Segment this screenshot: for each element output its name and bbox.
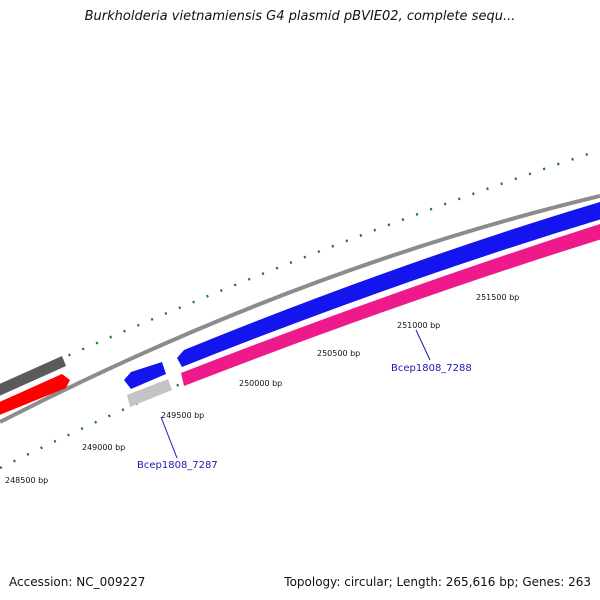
- gene-label-7287[interactable]: Bcep1808_7287: [137, 460, 218, 471]
- coord-label-250500: 250500 bp: [317, 349, 360, 358]
- topology-summary: Topology: circular; Length: 265,616 bp; …: [284, 575, 591, 589]
- magenta-feature: [181, 224, 600, 386]
- gene-label-7288[interactable]: Bcep1808_7288: [391, 363, 472, 374]
- gene-7287-leader-line: [160, 416, 178, 459]
- coord-label-251000: 251000 bp: [397, 321, 440, 330]
- blue-feature-long: [177, 202, 600, 367]
- gene-7288-leader-line: [415, 329, 431, 361]
- light-gray-feature: [127, 379, 172, 407]
- map-title: Burkholderia vietnamiensis G4 plasmid pB…: [84, 9, 516, 24]
- accession-text: Accession: NC_009227: [9, 575, 146, 589]
- coord-label-249500: 249500 bp: [161, 411, 204, 420]
- coord-label-251500: 251500 bp: [476, 293, 519, 302]
- coord-label-249000: 249000 bp: [82, 443, 125, 452]
- blue-feature-small: [124, 362, 166, 389]
- coord-label-248500: 248500 bp: [5, 476, 48, 485]
- backbone-line: [0, 194, 600, 424]
- coord-label-250000: 250000 bp: [239, 379, 282, 388]
- outer-tick-track: [0, 148, 600, 388]
- dark-gray-feature: [0, 356, 66, 396]
- red-feature: [0, 374, 70, 415]
